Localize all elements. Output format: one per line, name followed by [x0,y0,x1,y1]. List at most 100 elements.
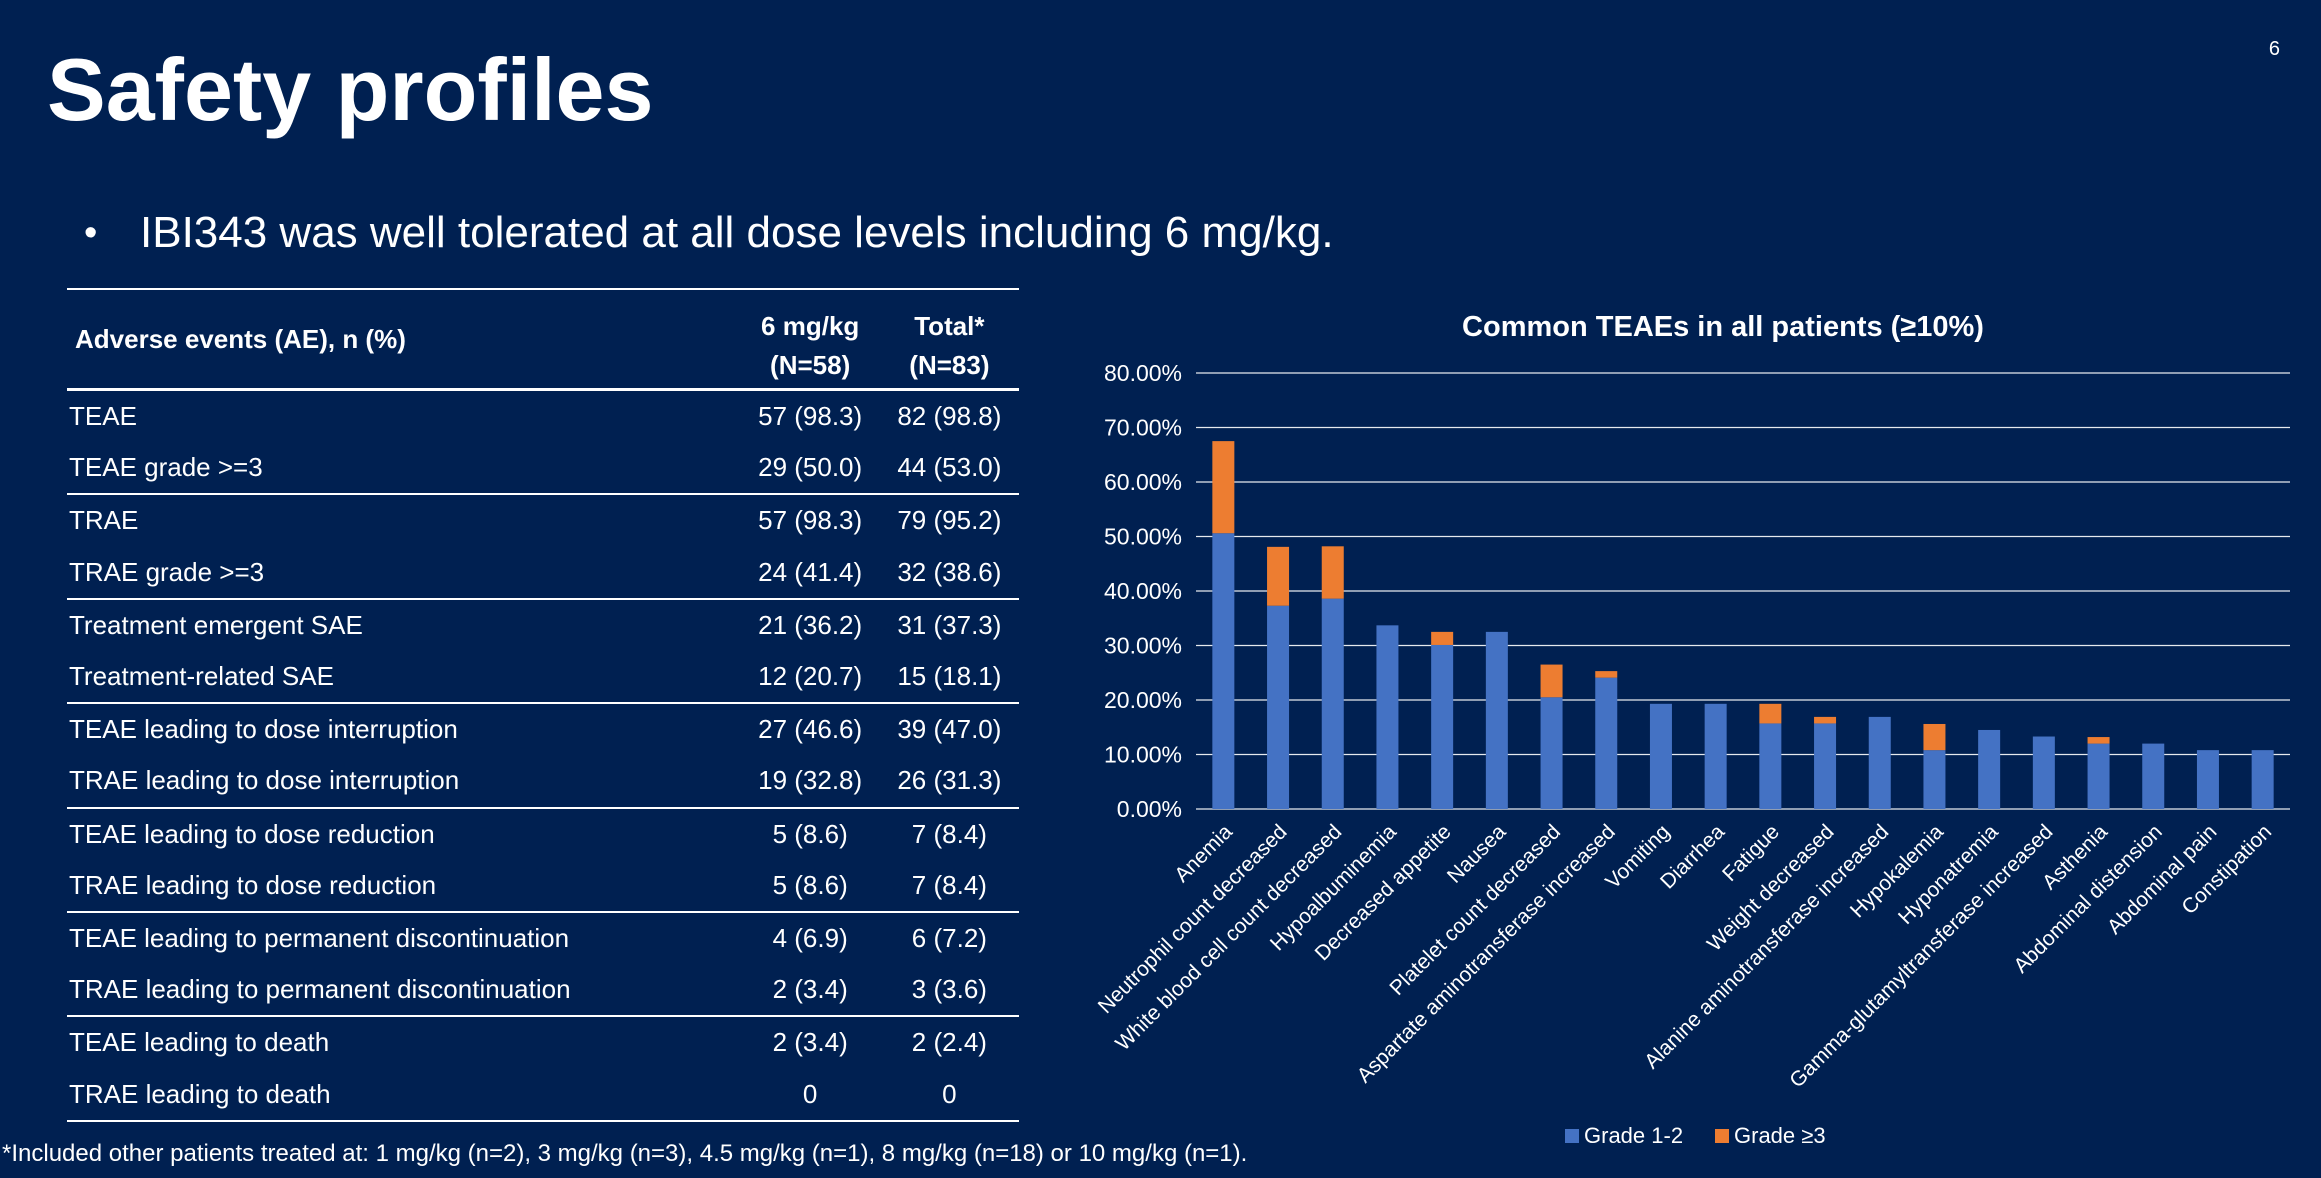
bar-grade-3-plus [1431,631,1454,645]
bullet-marker: • [84,211,98,254]
table-header-row: Adverse events (AE), n (%) 6 mg/kg Total… [67,288,1019,391]
x-tick-label: White blood cell count decreased [1111,820,1346,1055]
row-dose-6mg: 5 (8.6) [772,818,848,849]
table-row: TRAE leading to dose reduction 5 (8.6) 7 (… [67,859,1019,913]
table-header-row: (N=58) (N=83) [67,342,1019,391]
table-row: TRAE leading to permanent discontinuatio… [67,964,1019,1018]
table-row: TRAE leading to death 0 0 [67,1068,1019,1122]
row-dose-6mg: 21 (36.2) [758,609,863,640]
bar-grade-1-2 [1868,716,1891,809]
bar-grade-1-2 [1595,677,1618,809]
table-row: Treatment emergent SAE 21 (36.2) 31 (37.3) [67,599,1019,651]
row-dose-6mg: 19 (32.8) [740,755,880,809]
bar-grade-3-plus [2087,737,2110,744]
bar-grade-1-2 [1759,723,1782,809]
row-total: 31 (37.3) [897,609,1002,640]
row-total: 39 (47.0) [897,714,1002,745]
bar-grade-3-plus [1595,671,1618,678]
bar-grade-1-2 [2196,750,2219,809]
row-dose-6mg: 0 [740,1068,880,1122]
row-label: TEAE leading to dose interruption [69,714,458,745]
y-tick-label: 50.00% [1104,524,1182,550]
footnote: *Included other patients treated at: 1 m… [2,1140,1248,1167]
bar-grade-1-2 [1704,703,1727,809]
row-total: 6 (7.2) [911,922,987,953]
y-tick-label: 30.00% [1104,633,1182,659]
row-dose-6mg: 2 (3.4) [772,1027,848,1058]
y-tick-label: 60.00% [1104,469,1182,495]
bullet-point: • IBI343 was well tolerated at all dose … [84,208,1334,258]
row-total: 2 (2.4) [911,1027,987,1058]
row-dose-6mg: 27 (46.6) [758,714,863,745]
row-total: 15 (18.1) [879,650,1019,705]
row-dose-6mg: 4 (6.9) [772,922,848,953]
header-adverse-events: Adverse events (AE), n (%) [67,288,741,391]
table-row: TRAE 57 (98.3) 79 (95.2) [67,494,1019,546]
row-label: Treatment emergent SAE [69,609,363,640]
row-label: TRAE [69,505,139,536]
row-label: TRAE grade >=3 [67,546,741,600]
row-total: 0 [879,1068,1019,1122]
bar-grade-1-2 [1212,533,1235,809]
bar-grade-1-2 [2251,750,2274,809]
adverse-events-table: Adverse events (AE), n (%) 6 mg/kg Total… [67,288,1019,1122]
header-total: Total* [879,288,1019,342]
bar-grade-1-2 [1649,703,1672,809]
y-tick-label: 70.00% [1104,415,1182,441]
bar-grade-1-2 [1321,598,1344,809]
row-total: 44 (53.0) [879,442,1019,496]
row-dose-6mg: 57 (98.3) [758,505,863,536]
row-total: 7 (8.4) [911,818,987,849]
table-body: TEAE 57 (98.3) 82 (98.8) TEAE grade >=3 29 (… [67,390,1019,1122]
row-label: TEAE grade >=3 [67,442,741,496]
row-label: TRAE leading to dose interruption [67,755,741,809]
header-dose-6mg: 6 mg/kg [740,288,880,342]
bar-grade-1-2 [2142,743,2165,809]
row-dose-6mg: 5 (8.6) [740,859,880,913]
bar-grade-1-2 [1267,605,1290,809]
bar-grade-1-2 [2032,736,2055,809]
bar-grade-3-plus [1267,546,1290,606]
row-total: 32 (38.6) [879,546,1019,600]
bar-grade-1-2 [1923,750,1946,809]
bar-grade-3-plus [1321,546,1344,599]
bar-grade-1-2 [1485,631,1508,809]
legend-label-grade-3-plus: Grade ≥3 [1734,1123,1826,1148]
row-dose-6mg: 57 (98.3) [758,401,863,432]
bar-grade-1-2 [2087,743,2110,809]
row-dose-6mg: 24 (41.4) [740,546,880,600]
table-row: Treatment-related SAE 12 (20.7) 15 (18.1) [67,650,1019,705]
row-total: 26 (31.3) [879,755,1019,809]
header-total-n: (N=83) [879,342,1019,391]
slide-title: Safety profiles [47,40,654,139]
row-total: 82 (98.8) [897,401,1002,432]
row-total: 3 (3.6) [879,964,1019,1018]
row-total: 7 (8.4) [879,859,1019,913]
table-row: TEAE leading to permanent discontinuatio… [67,912,1019,964]
y-tick-label: 80.00% [1104,360,1182,386]
page-number: 6 [2268,38,2280,60]
table-row: TEAE leading to dose reduction 5 (8.6) 7 (… [67,808,1019,860]
header-dose-6mg-n: (N=58) [740,342,880,391]
row-label: TRAE leading to permanent discontinuatio… [67,964,741,1018]
table-row: TEAE grade >=3 29 (50.0) 44 (53.0) [67,442,1019,496]
row-dose-6mg: 29 (50.0) [740,442,880,496]
y-tick-label: 20.00% [1104,687,1182,713]
legend-label-grade-1-2: Grade 1-2 [1584,1123,1683,1148]
y-tick-label: 40.00% [1104,578,1182,604]
row-label: TRAE leading to death [67,1068,741,1122]
row-dose-6mg: 2 (3.4) [740,964,880,1018]
table-row: TEAE leading to dose interruption 27 (46.… [67,703,1019,755]
row-label: Treatment-related SAE [67,650,741,705]
bar-grade-3-plus [1759,703,1782,724]
bar-grade-1-2 [1978,729,2001,809]
row-label: TEAE leading to permanent discontinuatio… [69,922,570,953]
bullet-text: IBI343 was well tolerated at all dose le… [140,208,1334,257]
table-row: TEAE 57 (98.3) 82 (98.8) [67,390,1019,443]
bar-grade-3-plus [1540,664,1563,698]
row-dose-6mg: 12 (20.7) [740,650,880,705]
row-label: TRAE leading to dose reduction [67,859,741,913]
y-tick-label: 10.00% [1104,742,1182,768]
chart-title: Common TEAEs in all patients (≥10%) [1462,311,1984,343]
table-row: TEAE leading to death 2 (3.4) 2 (2.4) [67,1016,1019,1068]
